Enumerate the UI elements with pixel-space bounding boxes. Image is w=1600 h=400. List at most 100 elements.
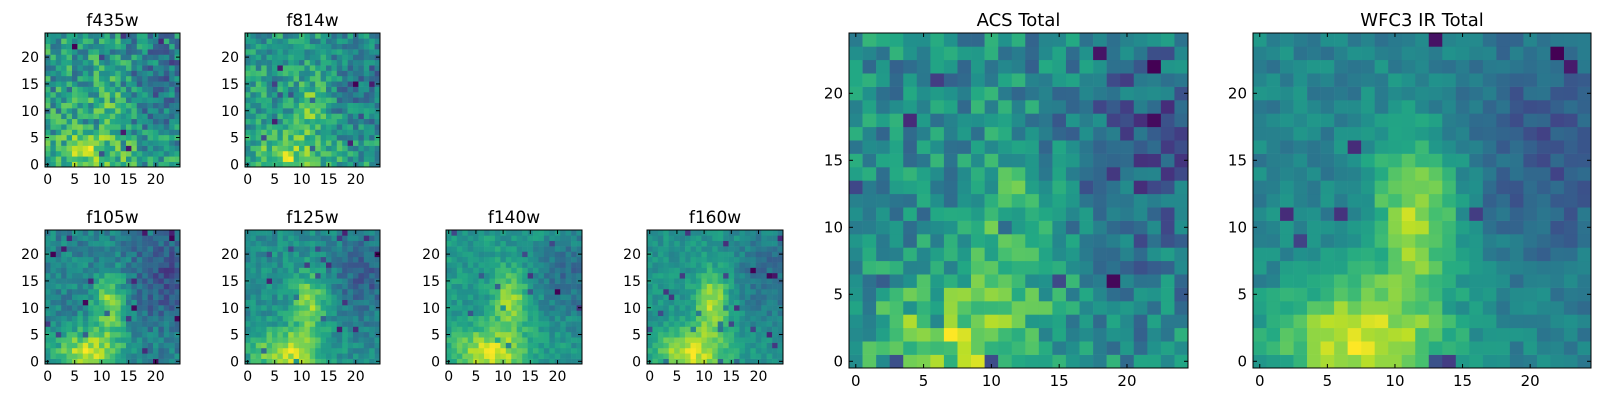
heatmap-cell <box>250 353 257 359</box>
heatmap-cell <box>72 70 78 77</box>
heatmap-cell <box>320 134 327 141</box>
heatmap-cell <box>1280 327 1294 342</box>
heatmap-cell <box>505 321 512 327</box>
heatmap-cell <box>500 246 507 252</box>
heatmap-cell <box>163 129 170 136</box>
heatmap-cell <box>462 288 469 295</box>
heatmap-cell <box>690 235 697 242</box>
heatmap-cell <box>158 267 165 274</box>
heatmap-cell <box>158 305 165 311</box>
heatmap-cell <box>527 240 534 247</box>
heatmap-cell <box>1293 327 1308 342</box>
heatmap-cell <box>685 305 691 311</box>
heatmap-cell <box>88 240 94 247</box>
heatmap-cell <box>61 321 67 327</box>
heatmap-cell <box>45 288 51 295</box>
heatmap-cell <box>1160 46 1175 61</box>
heatmap-cell <box>120 235 127 242</box>
heatmap-cell <box>288 358 294 365</box>
heatmap-cell <box>88 134 94 141</box>
heatmap-cell <box>358 235 365 242</box>
heatmap-cell <box>1147 301 1162 315</box>
heatmap-cell <box>293 124 300 130</box>
heatmap-cell <box>456 272 463 279</box>
heatmap-cell <box>142 108 148 114</box>
heatmap-cell <box>61 342 67 349</box>
heatmap-cell <box>1374 207 1389 221</box>
heatmap-cell <box>163 54 170 61</box>
heatmap-cell <box>363 43 370 50</box>
heatmap-cell <box>1388 234 1403 248</box>
heatmap-cell <box>120 156 127 162</box>
heatmap-cell <box>862 314 877 329</box>
heatmap-cell <box>478 353 485 359</box>
heatmap-cell <box>772 283 778 290</box>
heatmap-cell <box>45 321 51 327</box>
heatmap-cell <box>109 305 116 311</box>
heatmap-cell <box>282 97 289 103</box>
heatmap-cell <box>478 347 485 354</box>
heatmap-cell <box>1106 220 1121 235</box>
heatmap-cell <box>772 299 778 306</box>
heatmap-cell <box>315 337 321 343</box>
heatmap-cell <box>674 251 680 258</box>
heatmap-cell <box>347 278 354 284</box>
heatmap-cell <box>500 321 507 327</box>
heatmap-cell <box>293 70 300 77</box>
heatmap-cell <box>516 299 523 306</box>
heatmap-cell <box>717 305 724 311</box>
heatmap-cell <box>674 337 680 343</box>
heatmap-cell <box>467 299 474 306</box>
heatmap-cell <box>45 70 51 77</box>
heatmap-cell <box>272 49 278 55</box>
heatmap-cell <box>750 337 757 343</box>
heatmap-cell <box>353 113 359 120</box>
heatmap-cell <box>849 126 863 141</box>
heatmap-cell <box>309 156 316 162</box>
heatmap-cell <box>282 294 289 300</box>
heatmap-cell <box>369 81 375 87</box>
heatmap-cell <box>136 358 143 365</box>
heatmap-cell <box>560 342 566 349</box>
heatmap-cell <box>1093 207 1107 221</box>
heatmap-cell <box>916 113 931 128</box>
heatmap-cell <box>489 230 496 236</box>
heatmap-cell <box>903 46 918 61</box>
heatmap-cell <box>1442 354 1457 369</box>
heatmap-cell <box>1120 46 1135 61</box>
heatmap-cell <box>293 262 300 268</box>
heatmap-cell <box>293 150 300 157</box>
heatmap-cell <box>1106 327 1121 342</box>
heatmap-cell <box>903 73 918 87</box>
heatmap-cell <box>1536 180 1551 195</box>
heatmap-cell <box>88 65 94 71</box>
heatmap-cell <box>282 124 289 130</box>
heatmap-cell <box>1147 59 1162 74</box>
heatmap-cell <box>750 235 757 242</box>
heatmap-cell <box>136 75 143 82</box>
heatmap-cell <box>131 102 138 109</box>
heatmap-cell <box>358 70 365 77</box>
heatmap-cell <box>998 287 1013 302</box>
heatmap-cell <box>250 108 257 114</box>
heatmap-cell <box>1577 274 1592 288</box>
heatmap-cell <box>255 262 262 268</box>
heatmap-cell <box>315 49 321 55</box>
heatmap-cell <box>126 91 132 98</box>
heatmap-cell <box>363 321 370 327</box>
heatmap-cell <box>158 65 165 71</box>
heatmap-cell <box>657 278 664 284</box>
heatmap-cell <box>712 294 719 300</box>
heatmap-cell <box>347 75 354 82</box>
heatmap-cell <box>245 321 251 327</box>
heatmap-cell <box>109 161 116 168</box>
heatmap-cell <box>712 288 719 295</box>
heatmap-cell <box>522 294 528 300</box>
heatmap-cell <box>163 70 170 77</box>
heatmap-cell <box>668 331 675 338</box>
heatmap-cell <box>957 153 972 168</box>
y-tick-label: 15 <box>623 274 641 290</box>
heatmap-cell <box>293 108 300 114</box>
x-tick-label: 0 <box>243 172 252 188</box>
heatmap-cell <box>282 358 289 365</box>
